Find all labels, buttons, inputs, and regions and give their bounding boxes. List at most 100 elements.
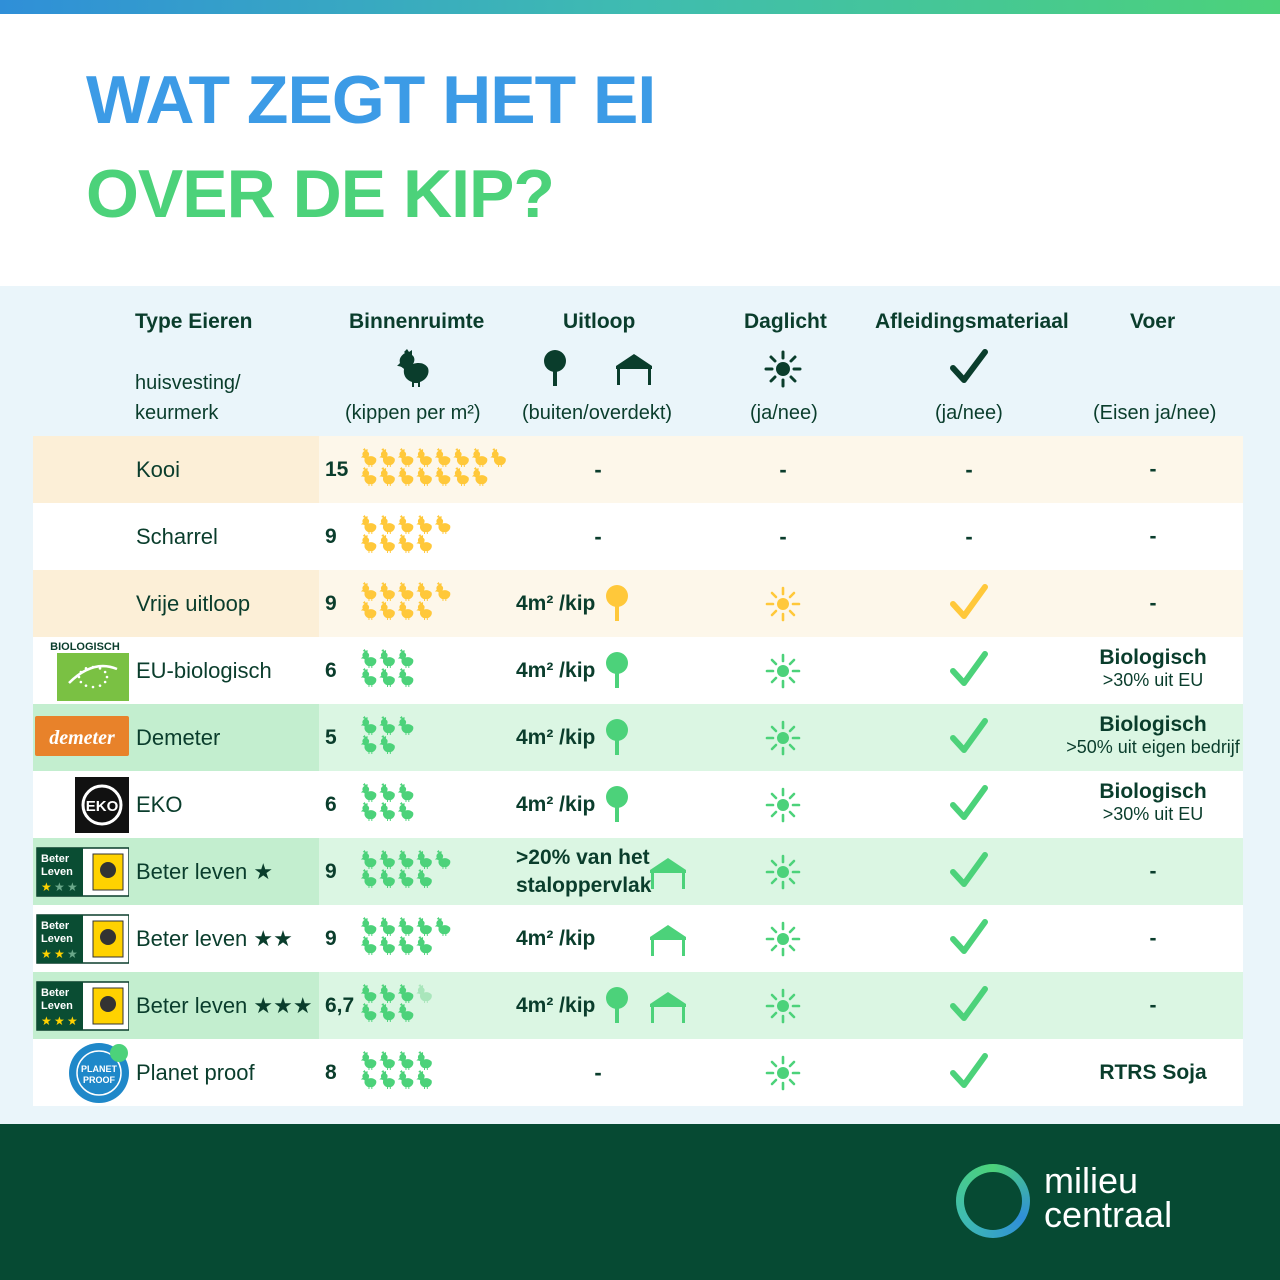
voer-value: Biologisch >30% uit EU — [1053, 646, 1253, 691]
voer-text: RTRS Soja — [1099, 1061, 1207, 1084]
svg-text:PLANET: PLANET — [81, 1064, 118, 1074]
svg-text:★: ★ — [67, 880, 78, 894]
header-type-sub-2: keurmerk — [135, 402, 219, 424]
sun-icon — [765, 988, 801, 1024]
shelter-icon — [650, 925, 686, 956]
row-density: 9 — [325, 592, 337, 615]
row-name-highlight — [33, 436, 319, 503]
row-density: 6,7 — [325, 994, 355, 1017]
uitloop-value: 4m² /kip — [516, 592, 596, 615]
brand-line-1: milieu — [1044, 1160, 1139, 1201]
checkmark-icon — [950, 718, 988, 753]
row-density: 9 — [325, 927, 337, 950]
shelter-icon — [616, 354, 652, 385]
row-name: Demeter — [136, 725, 221, 750]
header-voer: Voer — [1130, 310, 1176, 333]
voer-subtitle: >50% uit eigen bedrijf — [1066, 737, 1240, 757]
header-uitloop-sub: (buiten/overdekt) — [522, 402, 673, 424]
svg-text:Leven: Leven — [41, 866, 73, 878]
svg-text:BIOLOGISCH: BIOLOGISCH — [50, 641, 120, 653]
uitloop-value: 4m² /kip — [516, 726, 596, 749]
header-uitloop: Uitloop — [563, 310, 636, 333]
row-name: Vrije uitloop — [136, 591, 251, 616]
row-name-highlight — [33, 570, 319, 637]
checkmark-icon — [950, 1053, 988, 1088]
header-binnenruimte-sub: (kippen per m²) — [345, 402, 481, 424]
hen-density-icons — [360, 917, 451, 955]
svg-text:★: ★ — [41, 1014, 52, 1028]
svg-text:Beter: Beter — [41, 920, 70, 932]
svg-text:★: ★ — [54, 1014, 65, 1028]
voer-value: - — [1053, 436, 1253, 505]
voer-value: - — [1053, 972, 1253, 1041]
shelter-icon — [650, 992, 686, 1023]
comparison-table: Type Eieren huisvesting/ keurmerk Binnen… — [0, 286, 1280, 1124]
tree-icon — [544, 350, 566, 386]
label-logo: demeter — [35, 716, 129, 756]
table-row: Kooi 15 - - - - — [33, 436, 1243, 503]
uitloop-value: 4m² /kip — [516, 994, 596, 1017]
voer-text: - — [1149, 458, 1157, 481]
sun-icon — [765, 586, 801, 622]
voer-value: Biologisch >30% uit EU — [1053, 780, 1253, 825]
tree-icon — [606, 652, 628, 688]
row-density: 6 — [325, 659, 337, 682]
daglicht-dash: - — [779, 457, 787, 482]
hen-density-icons — [360, 1051, 432, 1089]
svg-text:★: ★ — [54, 880, 65, 894]
header-binnenruimte: Binnenruimte — [349, 310, 485, 333]
svg-text:EKO: EKO — [86, 798, 119, 815]
hen-density-icons — [360, 850, 451, 888]
svg-text:★: ★ — [54, 947, 65, 961]
svg-text:Beter: Beter — [41, 853, 70, 865]
hen-density-icons — [360, 582, 451, 620]
table-row: Vrije uitloop 9 4m² /kip - — [33, 570, 1243, 637]
row-density: 5 — [325, 726, 337, 749]
row-density: 9 — [325, 525, 337, 548]
voer-text: - — [1149, 927, 1157, 950]
table-row: BIOLOGISCH EU-biologisch 6 4m² /kip Biologis… — [33, 637, 1243, 704]
voer-title: Biologisch — [1099, 780, 1207, 803]
tree-icon — [606, 719, 628, 755]
sun-icon — [765, 787, 801, 823]
afleiding-dash: - — [965, 524, 973, 549]
hen-density-icons — [360, 649, 414, 687]
sun-icon — [764, 350, 802, 388]
voer-title: Biologisch — [1099, 646, 1207, 669]
svg-text:demeter: demeter — [49, 727, 115, 749]
hen-density-icons — [360, 984, 432, 1022]
header-daglicht-sub: (ja/nee) — [750, 402, 818, 424]
row-name: EKO — [136, 792, 183, 817]
row-name: Beter leven ★ — [136, 859, 274, 884]
header-type: Type Eieren — [135, 310, 253, 333]
svg-text:★: ★ — [67, 947, 78, 961]
row-density: 15 — [325, 458, 349, 481]
tree-icon — [606, 786, 628, 822]
svg-text:Leven: Leven — [41, 933, 73, 945]
row-density: 9 — [325, 860, 337, 883]
svg-text:Leven: Leven — [41, 1000, 73, 1012]
table-row: Beter Leven ★ ★ ★ Beter leven ★★★ 6,7 4m² /kip - — [33, 972, 1243, 1039]
sun-icon — [765, 854, 801, 890]
table-row: EKO EKO 6 4m² /kip Biologisch >30% uit EU — [33, 771, 1243, 838]
voer-title: Biologisch — [1099, 713, 1207, 736]
uitloop-dash: - — [594, 524, 602, 549]
row-density: 6 — [325, 793, 337, 816]
hen-density-icons — [360, 783, 414, 821]
brand-name: milieu centraal — [1044, 1160, 1172, 1233]
voer-value: Biologisch >50% uit eigen bedrijf — [1053, 713, 1253, 758]
svg-text:PROOF: PROOF — [83, 1075, 116, 1085]
uitloop-value: >20% van het staloppervlak — [516, 844, 651, 900]
row-name: Planet proof — [136, 1060, 255, 1085]
table-row: Beter Leven ★ ★ ★ Beter leven ★★ 9 4m² /kip - — [33, 905, 1243, 972]
uitloop-value: 4m² /kip — [516, 793, 596, 816]
hen-density-icons — [360, 515, 451, 553]
voer-text: - — [1149, 525, 1157, 548]
voer-value: - — [1053, 905, 1253, 974]
header-afleidingsmateriaal: Afleidingsmateriaal — [875, 310, 1069, 333]
table-row: Beter Leven ★ ★ ★ Beter leven ★ 9 >20% van het s… — [33, 838, 1243, 905]
tree-icon — [606, 585, 628, 621]
top-gradient-bar — [0, 0, 1280, 14]
afleiding-dash: - — [965, 457, 973, 482]
